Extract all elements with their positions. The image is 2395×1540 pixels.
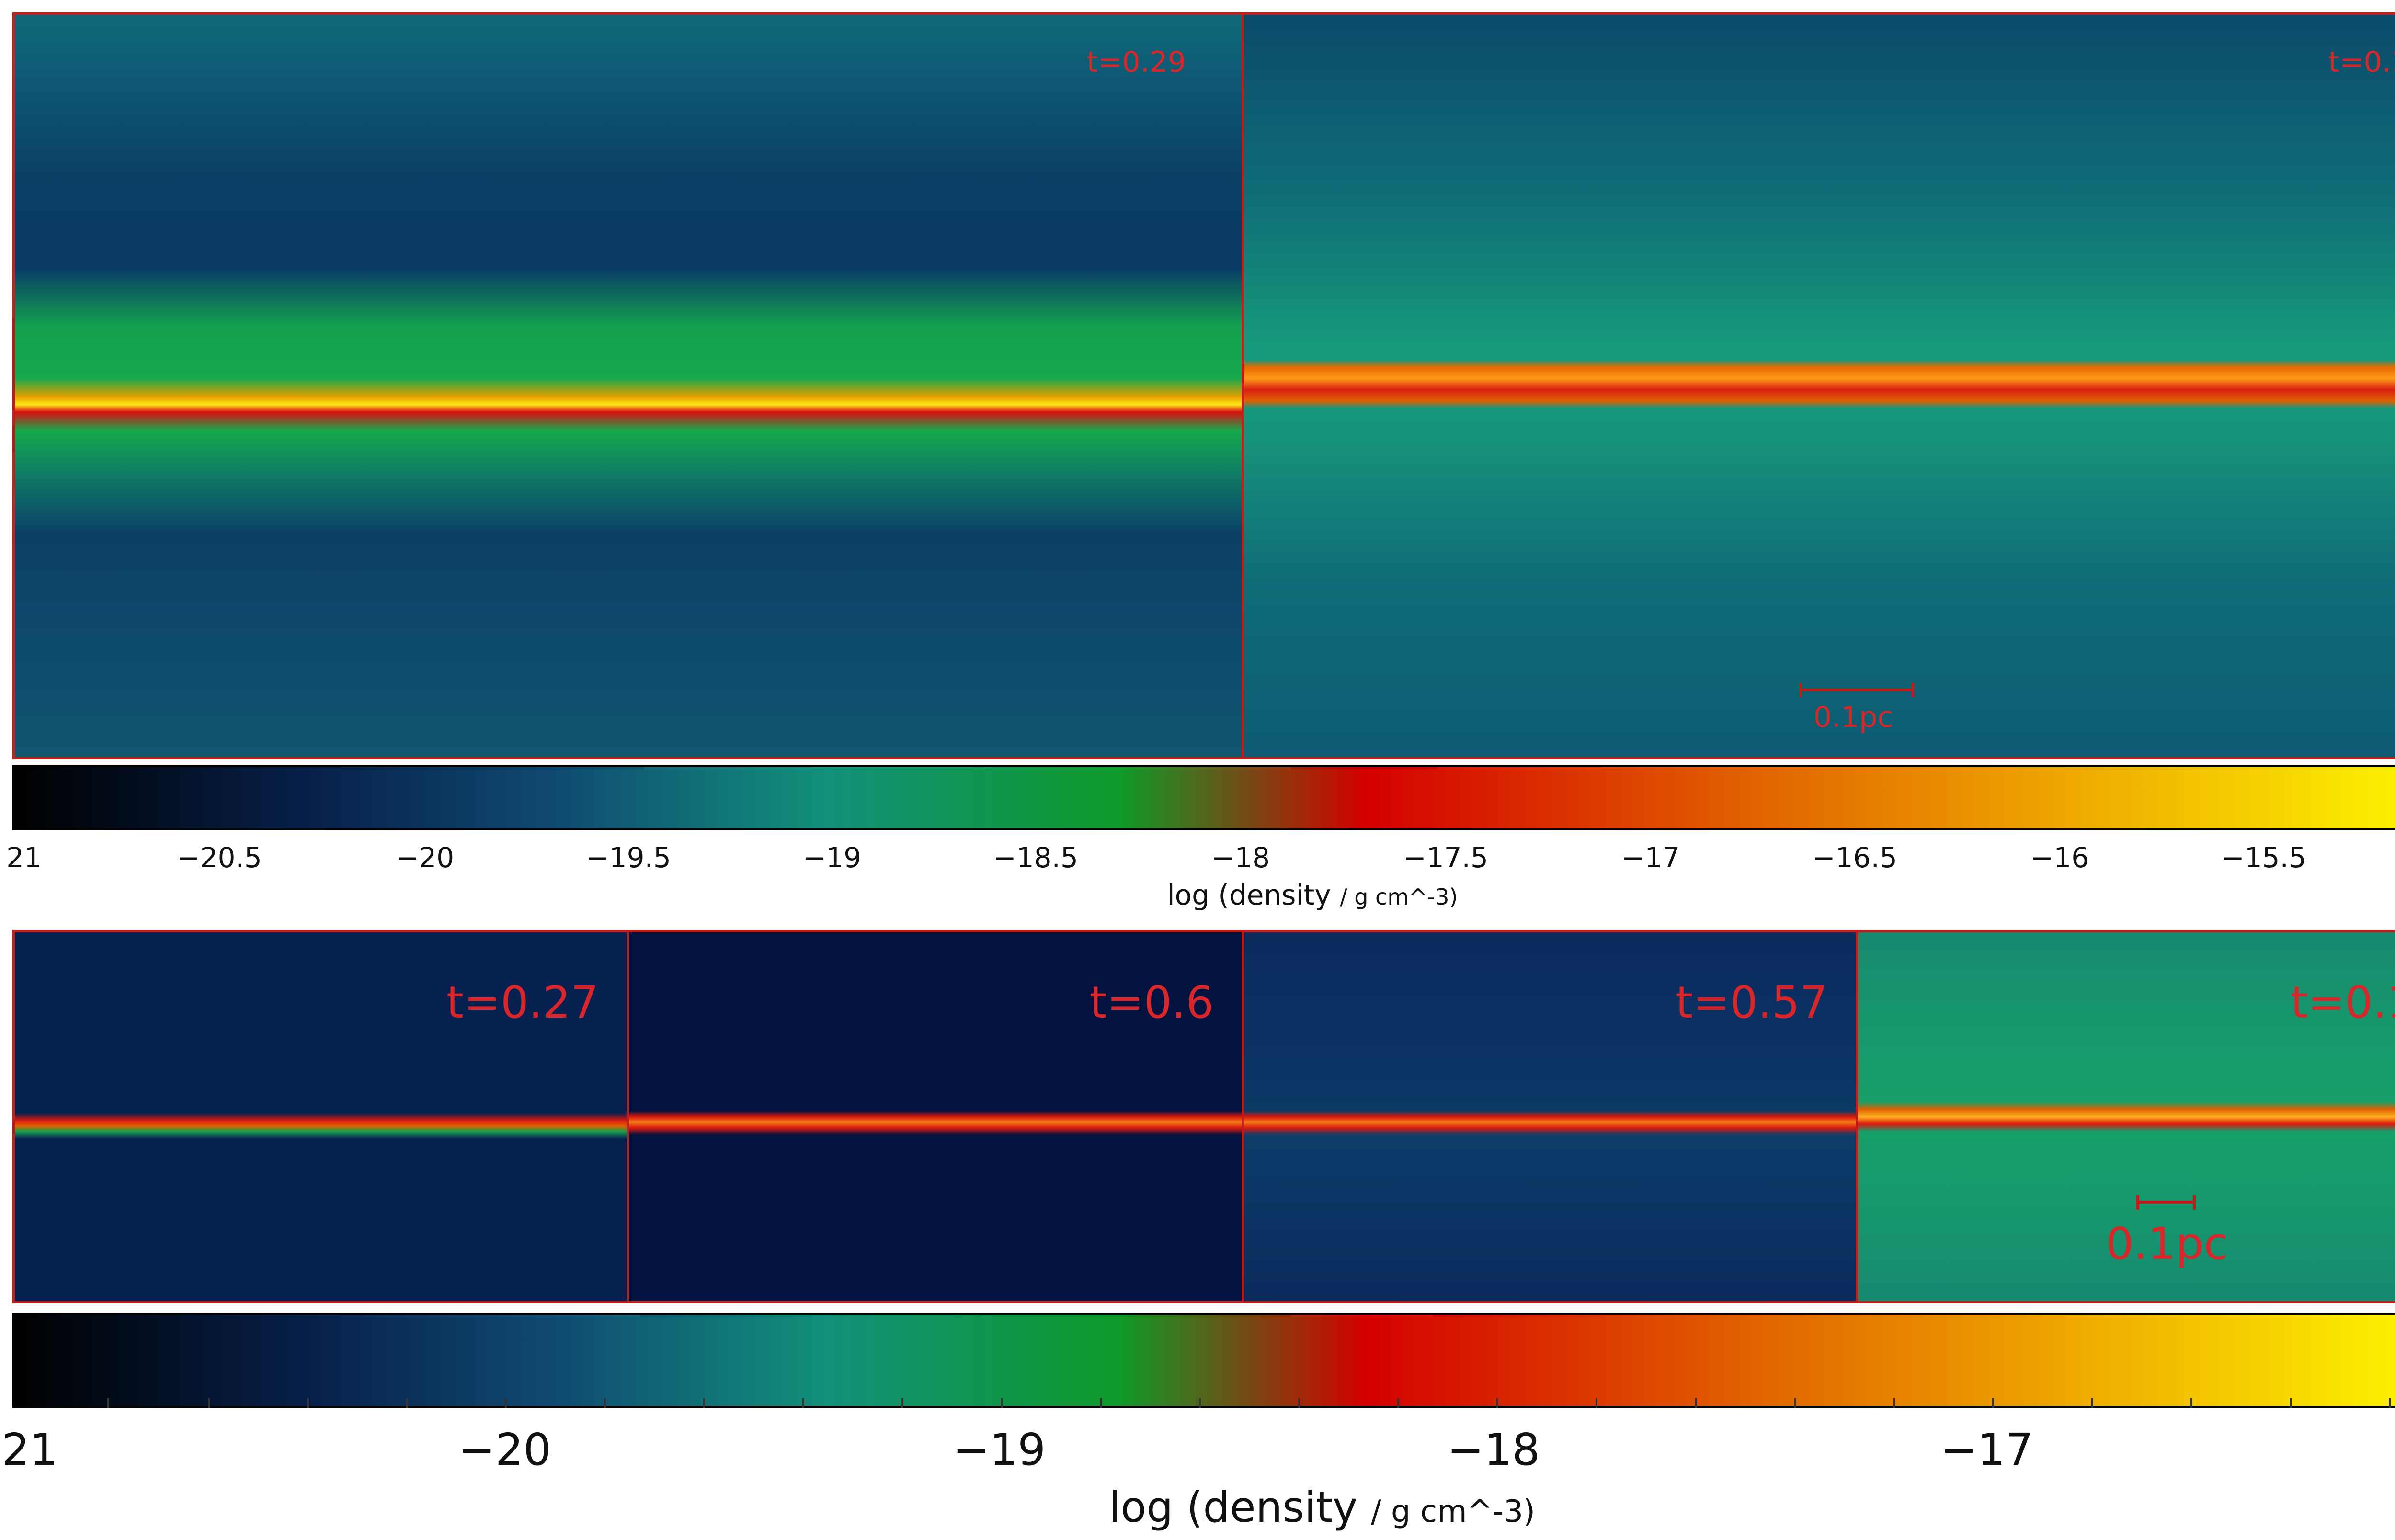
tick-label: −18.5 [993, 841, 1078, 874]
bottom-panel-3: t=0.57 [1243, 931, 1857, 1302]
scale-bar [1799, 683, 1914, 697]
tick-label: −15.5 [2221, 841, 2306, 874]
time-label: t=0.1 [2328, 45, 2395, 79]
top-colorbar-gradient [12, 765, 2395, 830]
tick-label: −20.5 [177, 841, 262, 874]
tick-label: −19.5 [586, 841, 671, 874]
top-colorbar-axis-title: log (density / g cm^-3) [1167, 881, 1458, 909]
axis-title-unit: / g cm^-3) [1340, 884, 1458, 910]
bottom-panel-divider [1242, 930, 1244, 1303]
bottom-colorbar-axis-title: log (density / g cm^-3) [1109, 1486, 1535, 1529]
top-left-density-panel: t=0.29 [13, 13, 1243, 759]
scale-bar-label: 0.1pc [2106, 1218, 2228, 1269]
time-label: t=0.57 [1675, 977, 1828, 1028]
bottom-panel-divider [1856, 930, 1858, 1303]
bottom-panel-2: t=0.6 [627, 931, 1243, 1302]
axis-title-unit: / g cm^-3) [1371, 1494, 1535, 1529]
bottom-colorbar-minor-ticks [107, 1398, 2391, 1408]
tick-label: −20 [458, 1424, 552, 1475]
bottom-panel-4: t=0.11 0.1pc [1857, 931, 2395, 1302]
time-label: t=0.29 [1086, 45, 1186, 79]
bottom-colorbar-gradient [12, 1313, 2395, 1408]
top-right-density-panel: t=0.1 0.1pc [1243, 13, 2395, 759]
tick-label: 21 [1, 1424, 58, 1475]
top-panel-divider [1242, 12, 1244, 759]
bottom-panel-1: t=0.27 [13, 931, 627, 1302]
axis-title-main: log (density [1167, 879, 1331, 911]
tick-label: −18 [1211, 841, 1270, 874]
tick-label: −19 [952, 1424, 1046, 1475]
tick-label: −18 [1447, 1424, 1540, 1475]
time-label: t=0.6 [1089, 977, 1214, 1028]
scale-bar-label: 0.1pc [1813, 701, 1893, 734]
axis-title-main: log (density [1109, 1483, 1358, 1532]
tick-label: −20 [395, 841, 455, 874]
tick-label: 21 [6, 841, 42, 874]
tick-label: −19 [802, 841, 862, 874]
tick-label: −16.5 [1812, 841, 1897, 874]
tick-label: −17.5 [1403, 841, 1488, 874]
time-label: t=0.11 [2290, 977, 2395, 1028]
tick-label: −17 [1940, 1424, 2034, 1475]
scale-bar [2136, 1195, 2196, 1210]
tick-label: −16 [2030, 841, 2089, 874]
bottom-panel-divider [627, 930, 629, 1303]
tick-label: −17 [1621, 841, 1680, 874]
time-label: t=0.27 [446, 977, 599, 1028]
